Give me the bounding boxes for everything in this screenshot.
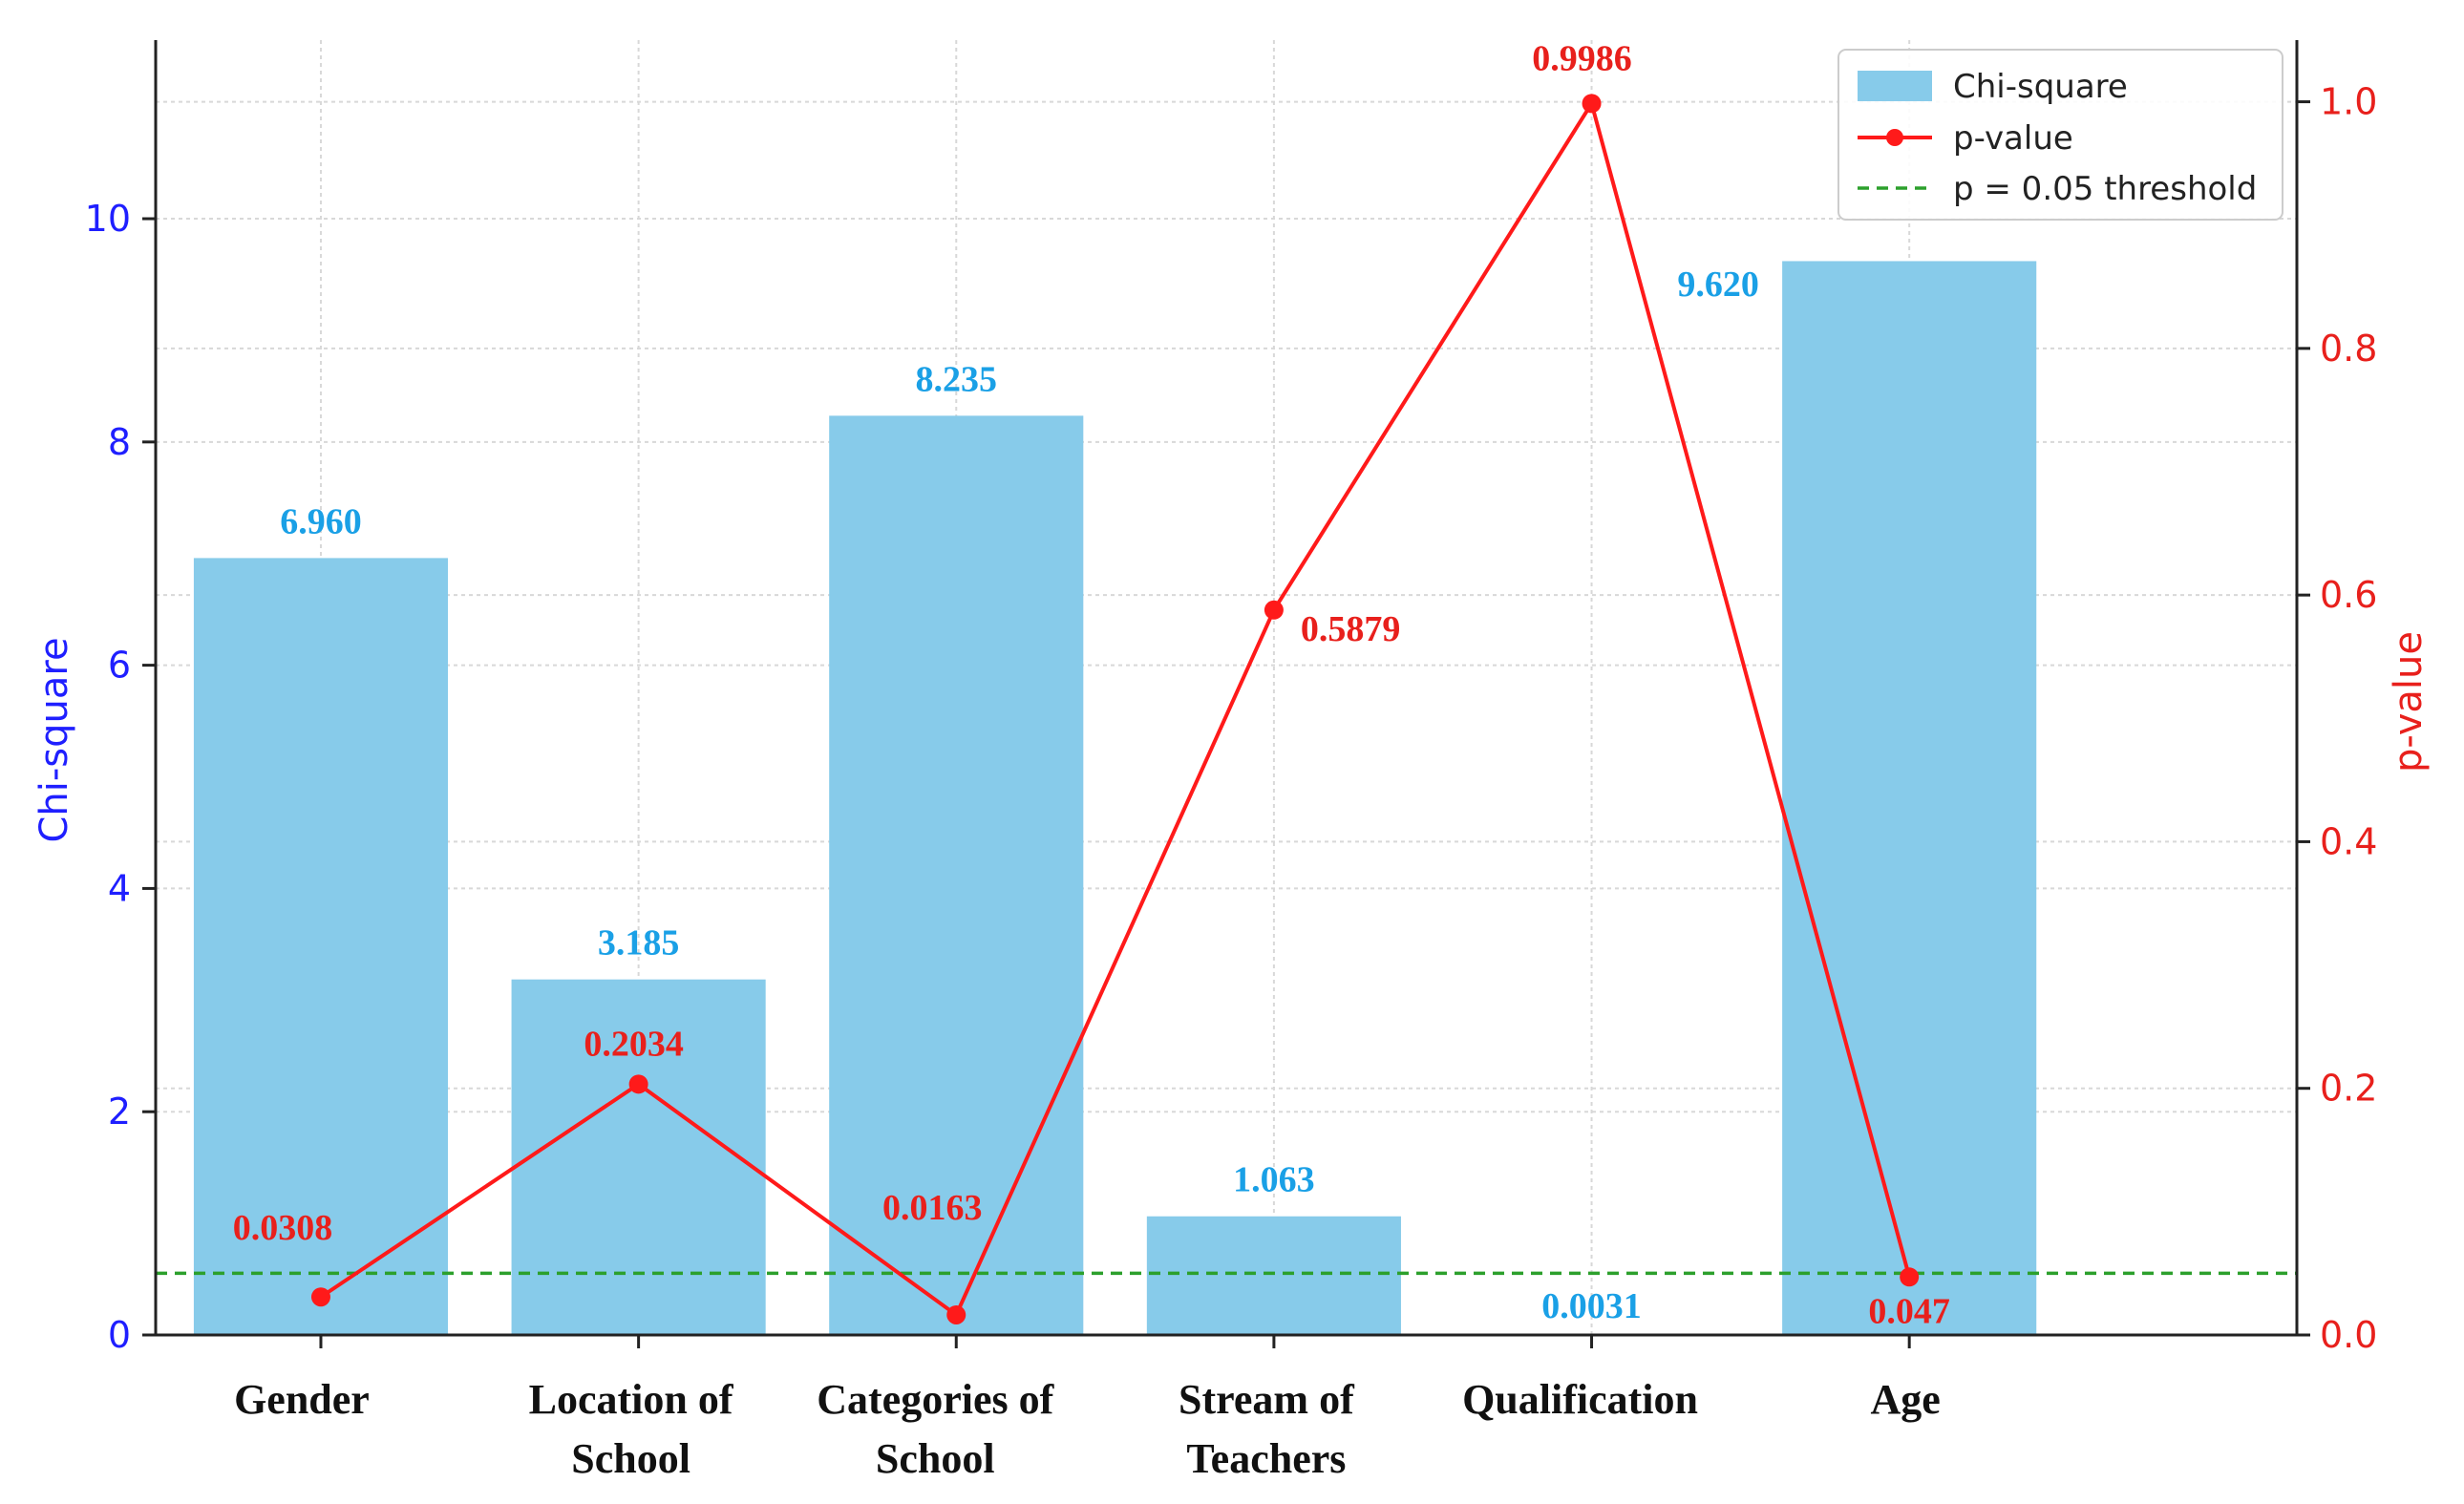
right-tick-label: 0.0 bbox=[2320, 1314, 2377, 1356]
right-tick-label: 0.8 bbox=[2320, 328, 2377, 370]
p-value-point bbox=[310, 1287, 330, 1307]
legend-label-chi-square: Chi-square bbox=[1953, 68, 2128, 106]
p-value-point bbox=[628, 1074, 648, 1094]
left-tick-label: 2 bbox=[108, 1091, 131, 1133]
left-axis-title: Chi-square bbox=[32, 637, 76, 842]
right-tick-label: 0.2 bbox=[2320, 1068, 2377, 1110]
category-label: School bbox=[571, 1435, 690, 1482]
legend-label-p-value: p-value bbox=[1953, 119, 2073, 158]
legend-marker-p-value bbox=[1886, 129, 1903, 146]
chi-square-value-label: 3.185 bbox=[598, 923, 680, 964]
left-tick-label: 4 bbox=[108, 867, 131, 909]
p-value-point bbox=[946, 1304, 966, 1324]
legend-box bbox=[1837, 49, 2283, 221]
category-label: Gender bbox=[234, 1376, 370, 1423]
p-value-label: 0.047 bbox=[1868, 1291, 1950, 1331]
right-tick-label: 0.6 bbox=[2320, 574, 2377, 616]
chi-square-value-label: 8.235 bbox=[916, 359, 998, 399]
left-tick-label: 10 bbox=[85, 198, 131, 240]
p-value-label: 0.9986 bbox=[1532, 38, 1632, 78]
chi-square-value-label: 1.063 bbox=[1233, 1160, 1315, 1200]
legend: Chi-square p-value p = 0.05 threshold bbox=[1837, 49, 2283, 221]
p-value-label: 0.5879 bbox=[1301, 609, 1401, 649]
left-tick-label: 0 bbox=[108, 1314, 131, 1356]
data-labels: 6.960 3.185 8.235 1.063 0.0031 9.620 0.0308 0.2… bbox=[233, 38, 1950, 1331]
p-value-line bbox=[319, 98, 1912, 1319]
p-value-point bbox=[1582, 94, 1602, 114]
p-value-label: 0.0308 bbox=[233, 1208, 333, 1248]
left-tick-label: 8 bbox=[108, 421, 131, 463]
p-value-label: 0.2034 bbox=[584, 1024, 684, 1064]
chi-square-bar bbox=[193, 558, 449, 1335]
category-label: Stream of bbox=[1179, 1376, 1355, 1423]
right-axis-title: p-value bbox=[2387, 631, 2431, 773]
right-tick-label: 0.4 bbox=[2320, 820, 2377, 862]
category-label: Age bbox=[1871, 1376, 1941, 1423]
chi-square-bar bbox=[1146, 1216, 1401, 1335]
p-value-line-group bbox=[310, 94, 1920, 1324]
legend-swatch-chi-square bbox=[1858, 71, 1932, 101]
category-label: School bbox=[876, 1435, 995, 1482]
left-tick-label: 6 bbox=[108, 645, 131, 687]
chi-square-bar bbox=[1782, 261, 2037, 1335]
chi-square-bars bbox=[193, 261, 2037, 1335]
category-label: Qualification bbox=[1462, 1376, 1698, 1423]
chi-square-bar bbox=[511, 979, 766, 1335]
chi-square-bar bbox=[829, 415, 1084, 1335]
axes: 0 2 4 6 8 10 0.0 0.2 0.4 0.6 0.8 1.0 Gender Location … bbox=[85, 40, 2377, 1482]
p-value-point bbox=[1264, 600, 1284, 620]
legend-label-threshold: p = 0.05 threshold bbox=[1953, 170, 2257, 208]
category-label: Location of bbox=[529, 1376, 734, 1423]
p-value-point bbox=[1900, 1267, 1920, 1287]
chi-square-value-label: 6.960 bbox=[280, 501, 362, 541]
chi-square-value-label: 9.620 bbox=[1677, 265, 1759, 305]
category-label: Teachers bbox=[1186, 1435, 1346, 1482]
chi-square-value-label: 0.0031 bbox=[1541, 1286, 1642, 1326]
p-value-label: 0.0163 bbox=[882, 1188, 983, 1228]
right-tick-label: 1.0 bbox=[2320, 81, 2377, 123]
category-label: Categories of bbox=[817, 1376, 1054, 1423]
